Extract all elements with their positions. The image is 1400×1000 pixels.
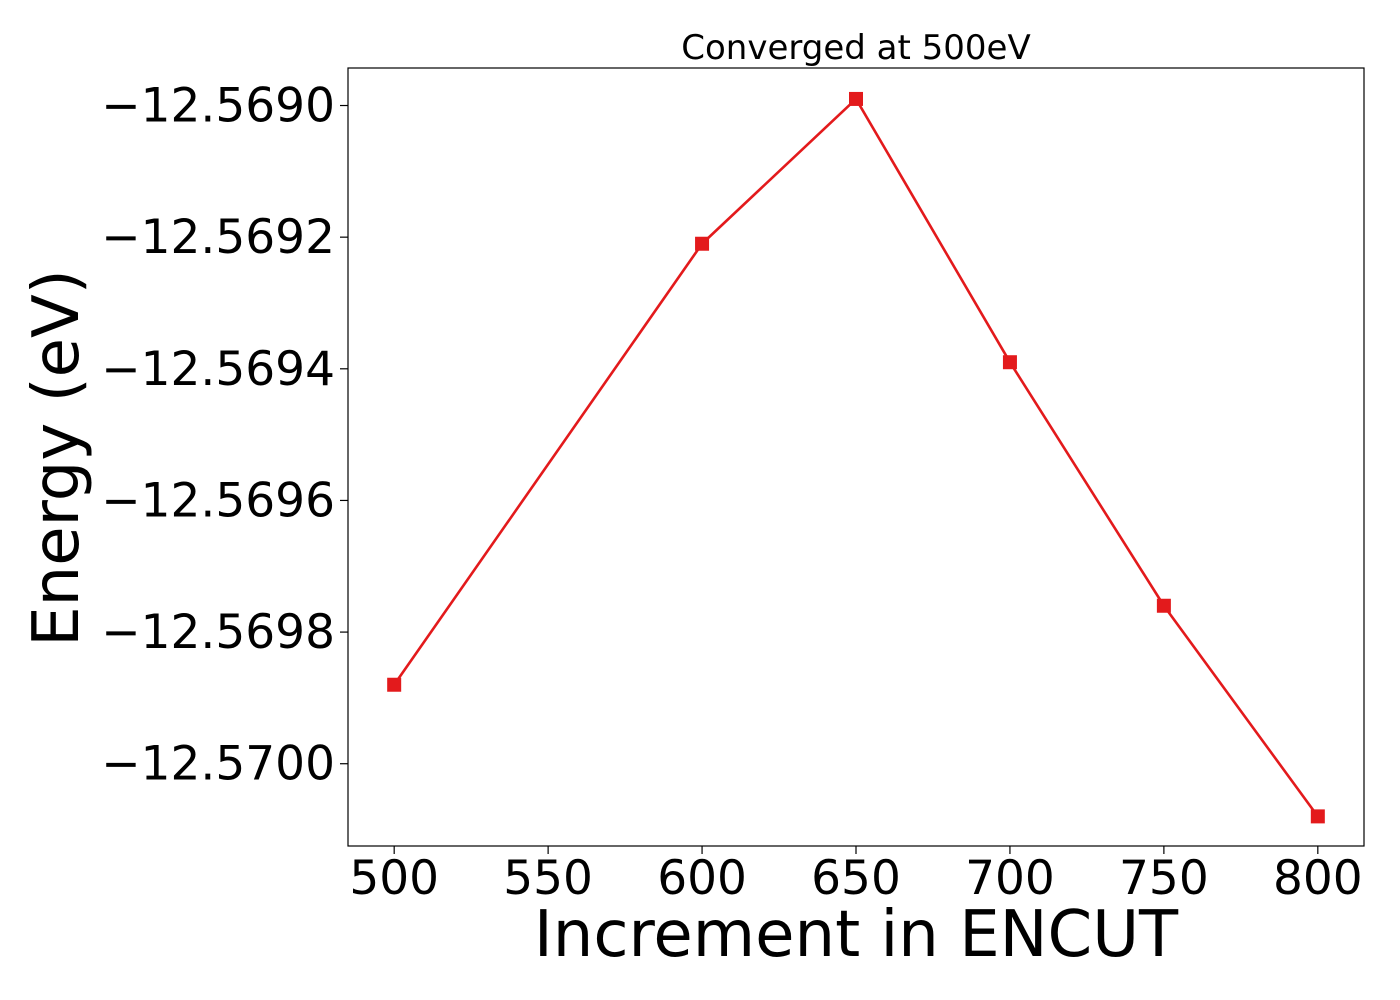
y-tick-label: −12.5700	[101, 737, 335, 792]
x-tick-label: 500	[349, 851, 439, 906]
data-point-marker	[1156, 598, 1171, 613]
x-axis-label: Increment in ENCUT	[534, 898, 1179, 972]
y-tick-label: −12.5692	[101, 210, 335, 265]
chart-title: Converged at 500eV	[681, 28, 1030, 68]
series-layer	[387, 91, 1325, 824]
x-axis-ticks: 500 550 600 650 700 750 800	[349, 846, 1363, 906]
y-tick-label: −12.5690	[101, 79, 335, 134]
y-axis-ticks: −12.5690 −12.5692 −12.5694 −12.5696 −12.5698…	[101, 79, 348, 792]
x-tick-label: 700	[965, 851, 1055, 906]
data-point-marker	[1310, 809, 1325, 824]
plot-area-frame	[347, 67, 1365, 847]
data-point-marker	[695, 236, 710, 251]
x-tick-label: 750	[1119, 851, 1209, 906]
y-tick-label: −12.5698	[101, 605, 335, 660]
data-point-marker	[387, 677, 402, 692]
y-axis-label: Energy (eV)	[20, 269, 94, 647]
x-tick-label: 550	[503, 851, 593, 906]
data-point-marker	[1002, 355, 1017, 370]
x-tick-label: 800	[1273, 851, 1363, 906]
x-tick-label: 650	[811, 851, 901, 906]
data-point-marker	[849, 91, 863, 106]
x-tick-label: 600	[657, 851, 747, 906]
series-line	[393, 97, 1319, 818]
y-tick-label: −12.5694	[101, 342, 335, 397]
y-tick-label: −12.5696	[101, 473, 335, 528]
